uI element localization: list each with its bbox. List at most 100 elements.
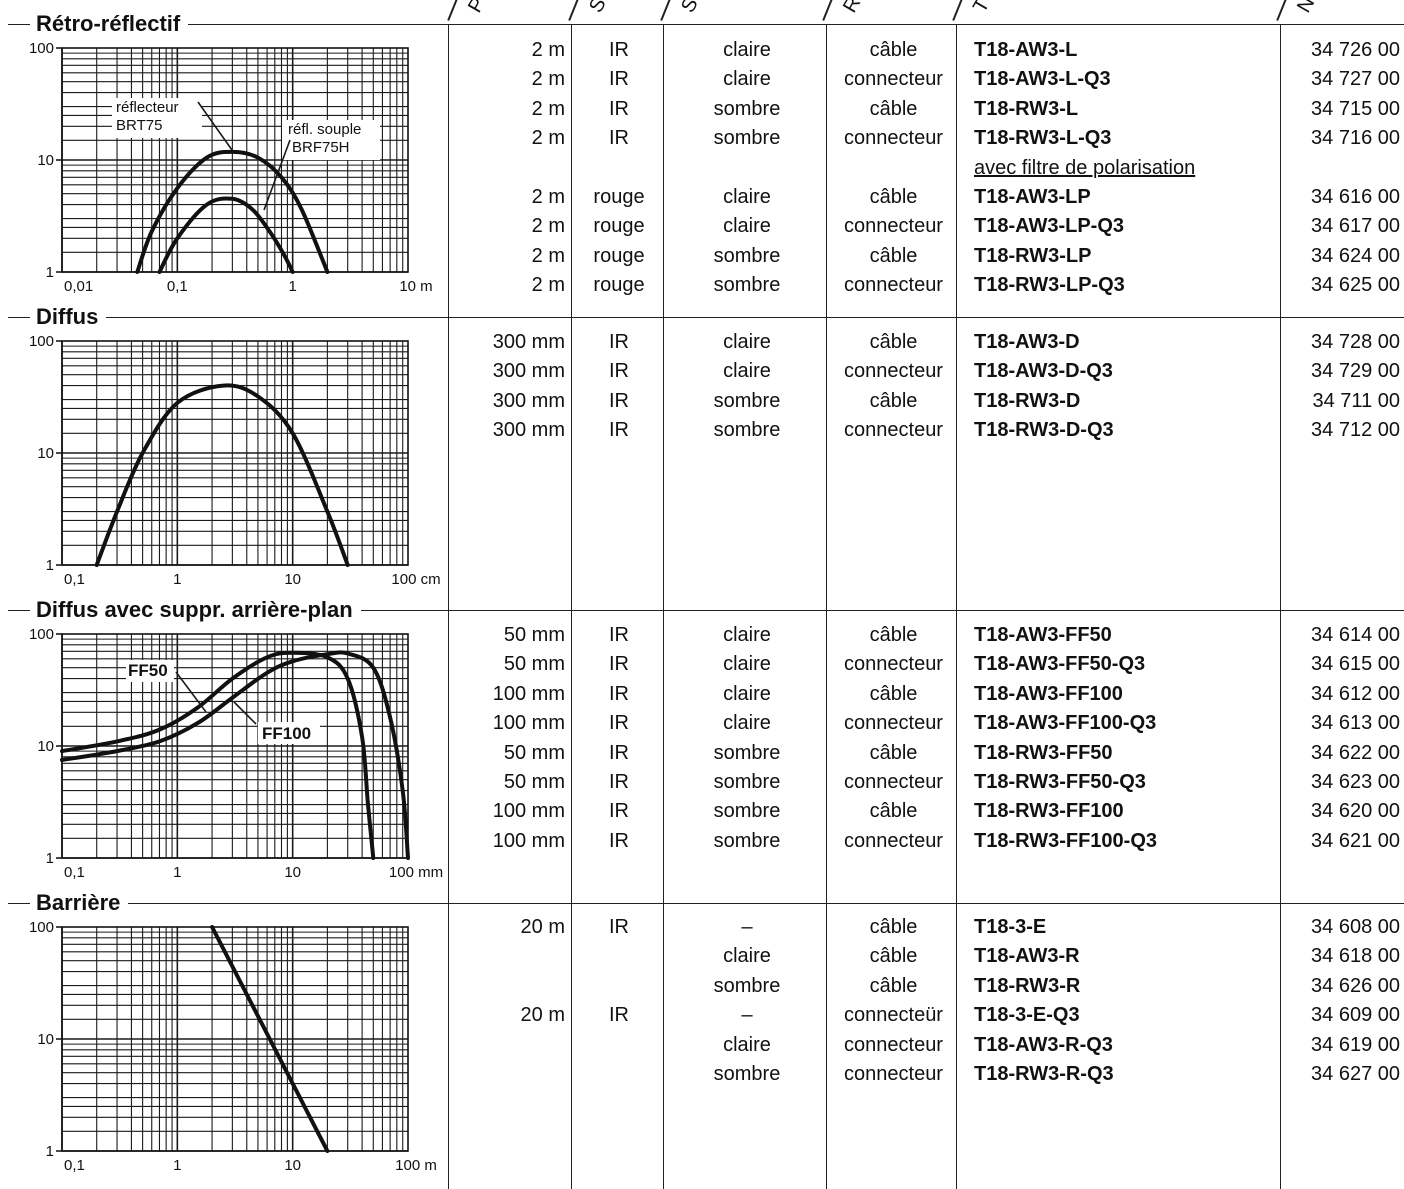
cell-type: T18-AW3-LP-Q3: [974, 215, 1125, 238]
cell-connection: connecteür: [844, 1004, 943, 1027]
x-tick-label: 100 mm: [389, 864, 443, 881]
section-title: Diffus: [30, 306, 107, 328]
cell-article: 34 616 00: [1311, 186, 1400, 208]
cell-connection: connecteur: [844, 68, 943, 91]
cell-range: 2 m: [531, 244, 565, 267]
cell-type: T18-AW3-FF100: [974, 682, 1123, 705]
table-row: 50 mm IR claire câble T18-AW3-FF50 34 614 00: [0, 621, 1404, 650]
cell-mode: claire: [723, 712, 771, 735]
cell-connection: connecteur: [844, 274, 943, 297]
table-row: 20 m IR – câble T18-3-E 34 608 00: [0, 913, 1404, 942]
cell-mode: sombre: [713, 974, 781, 997]
cell-connection: connecteur: [844, 771, 943, 793]
cell-range: 2 m: [531, 215, 565, 238]
cell-connection: câble: [869, 186, 918, 208]
cell-type: T18-AW3-L: [974, 39, 1078, 61]
cell-mode: sombre: [713, 800, 781, 823]
x-tick-label: 1: [288, 278, 296, 295]
cell-article: 34 727 00: [1311, 68, 1400, 91]
header-slash: [568, 0, 580, 21]
cell-source: IR: [609, 1004, 629, 1027]
cell-article: 34 623 00: [1311, 771, 1400, 793]
cell-connection: connecteur: [844, 1033, 943, 1056]
x-tick-label: 0,1: [64, 571, 85, 588]
y-tick-label: 1: [46, 264, 54, 281]
column-divider: [826, 24, 827, 1189]
cell-connection: câble: [869, 624, 918, 646]
cell-connection: câble: [869, 389, 918, 412]
cell-article: 34 609 00: [1311, 1004, 1400, 1027]
cell-source: IR: [609, 68, 629, 91]
table-row: 100 mm IR sombre câble T18-RW3-FF100 34 620 0…: [0, 797, 1404, 826]
x-tick-label: 10: [284, 864, 301, 881]
header-range: P: [464, 0, 490, 17]
x-tick-label: 100 m: [395, 1157, 437, 1174]
x-tick-label: 0,1: [64, 864, 85, 881]
x-tick-label: 1: [173, 571, 181, 588]
cell-type: T18-AW3-L-Q3: [974, 68, 1111, 91]
y-tick-label: 100: [29, 40, 54, 57]
y-tick-label: 100: [29, 919, 54, 936]
cell-connection: câble: [869, 916, 918, 938]
cell-source: IR: [609, 419, 629, 442]
cell-mode: claire: [723, 68, 771, 91]
cell-range: 2 m: [531, 127, 565, 150]
cell-source: IR: [609, 771, 629, 793]
table-row: 2 m rouge sombre connecteur T18-RW3-LP-Q3 34 …: [0, 271, 1404, 300]
cell-connection: câble: [869, 331, 918, 353]
cell-source: rouge: [593, 186, 645, 208]
cell-source: IR: [609, 360, 629, 383]
table-row: claire câble T18-AW3-R 34 618 00: [0, 942, 1404, 971]
cell-source: IR: [609, 682, 629, 705]
cell-source: IR: [609, 127, 629, 150]
cell-source: rouge: [593, 244, 645, 267]
cell-range: 50 mm: [503, 653, 565, 676]
table-row: sombre câble T18-RW3-R 34 626 00: [0, 972, 1404, 1001]
cell-article: 34 726 00: [1311, 39, 1400, 61]
cell-connection: connecteur: [844, 419, 943, 442]
cell-type: T18-RW3-FF100: [974, 800, 1124, 823]
cell-type: T18-RW3-LP-Q3: [974, 274, 1125, 297]
cell-article: 34 626 00: [1311, 974, 1400, 997]
cell-article: 34 619 00: [1311, 1033, 1400, 1056]
cell-range: 20 m: [520, 1004, 565, 1027]
table-row: 20 m IR – connecteür T18-3-E-Q3 34 609 00: [0, 1001, 1404, 1030]
annotation-reflecteur: réflecteur: [116, 99, 179, 116]
cell-type: T18-AW3-LP: [974, 186, 1091, 208]
cell-mode: claire: [723, 682, 771, 705]
leader-line: [263, 139, 291, 211]
cell-article: 34 615 00: [1311, 653, 1400, 676]
cell-source: IR: [609, 389, 629, 412]
x-tick-label: 10: [284, 571, 301, 588]
cell-type: T18-RW3-D: [974, 389, 1081, 412]
section-rule: [8, 903, 1404, 904]
cell-source: IR: [609, 624, 629, 646]
cell-article: 34 712 00: [1311, 419, 1400, 442]
table-row: sombre connecteur T18-RW3-R-Q3 34 627 00: [0, 1060, 1404, 1089]
series-line: [157, 196, 295, 274]
label-bg: [112, 98, 202, 138]
cell-connection: connecteur: [844, 653, 943, 676]
cell-mode: sombre: [713, 419, 781, 442]
cell-mode: –: [741, 1004, 753, 1027]
header-article: N: [1293, 0, 1320, 17]
cell-article: 34 613 00: [1311, 712, 1400, 735]
cell-source: rouge: [593, 274, 645, 297]
cell-article: 34 618 00: [1311, 945, 1400, 968]
cell-mode: sombre: [713, 771, 781, 793]
cell-mode: sombre: [713, 244, 781, 267]
leader-line: [233, 701, 257, 725]
cell-article: 34 620 00: [1311, 800, 1400, 823]
x-tick-label: 10 m: [399, 278, 432, 295]
cell-connection: câble: [869, 39, 918, 61]
cell-mode: claire: [723, 1033, 771, 1056]
table-row: 2 m IR claire connecteur T18-AW3-L-Q3 34 727 …: [0, 65, 1404, 94]
cell-source: IR: [609, 712, 629, 735]
table-row: 2 m rouge claire câble T18-AW3-LP 34 616 00: [0, 183, 1404, 212]
cell-article: 34 729 00: [1311, 360, 1400, 383]
cell-article: 34 728 00: [1311, 331, 1400, 353]
cell-type: T18-RW3-FF100-Q3: [974, 829, 1158, 852]
cell-article: 34 624 00: [1311, 244, 1400, 267]
cell-source: IR: [609, 741, 629, 764]
cell-type: T18-AW3-FF50-Q3: [974, 653, 1146, 676]
